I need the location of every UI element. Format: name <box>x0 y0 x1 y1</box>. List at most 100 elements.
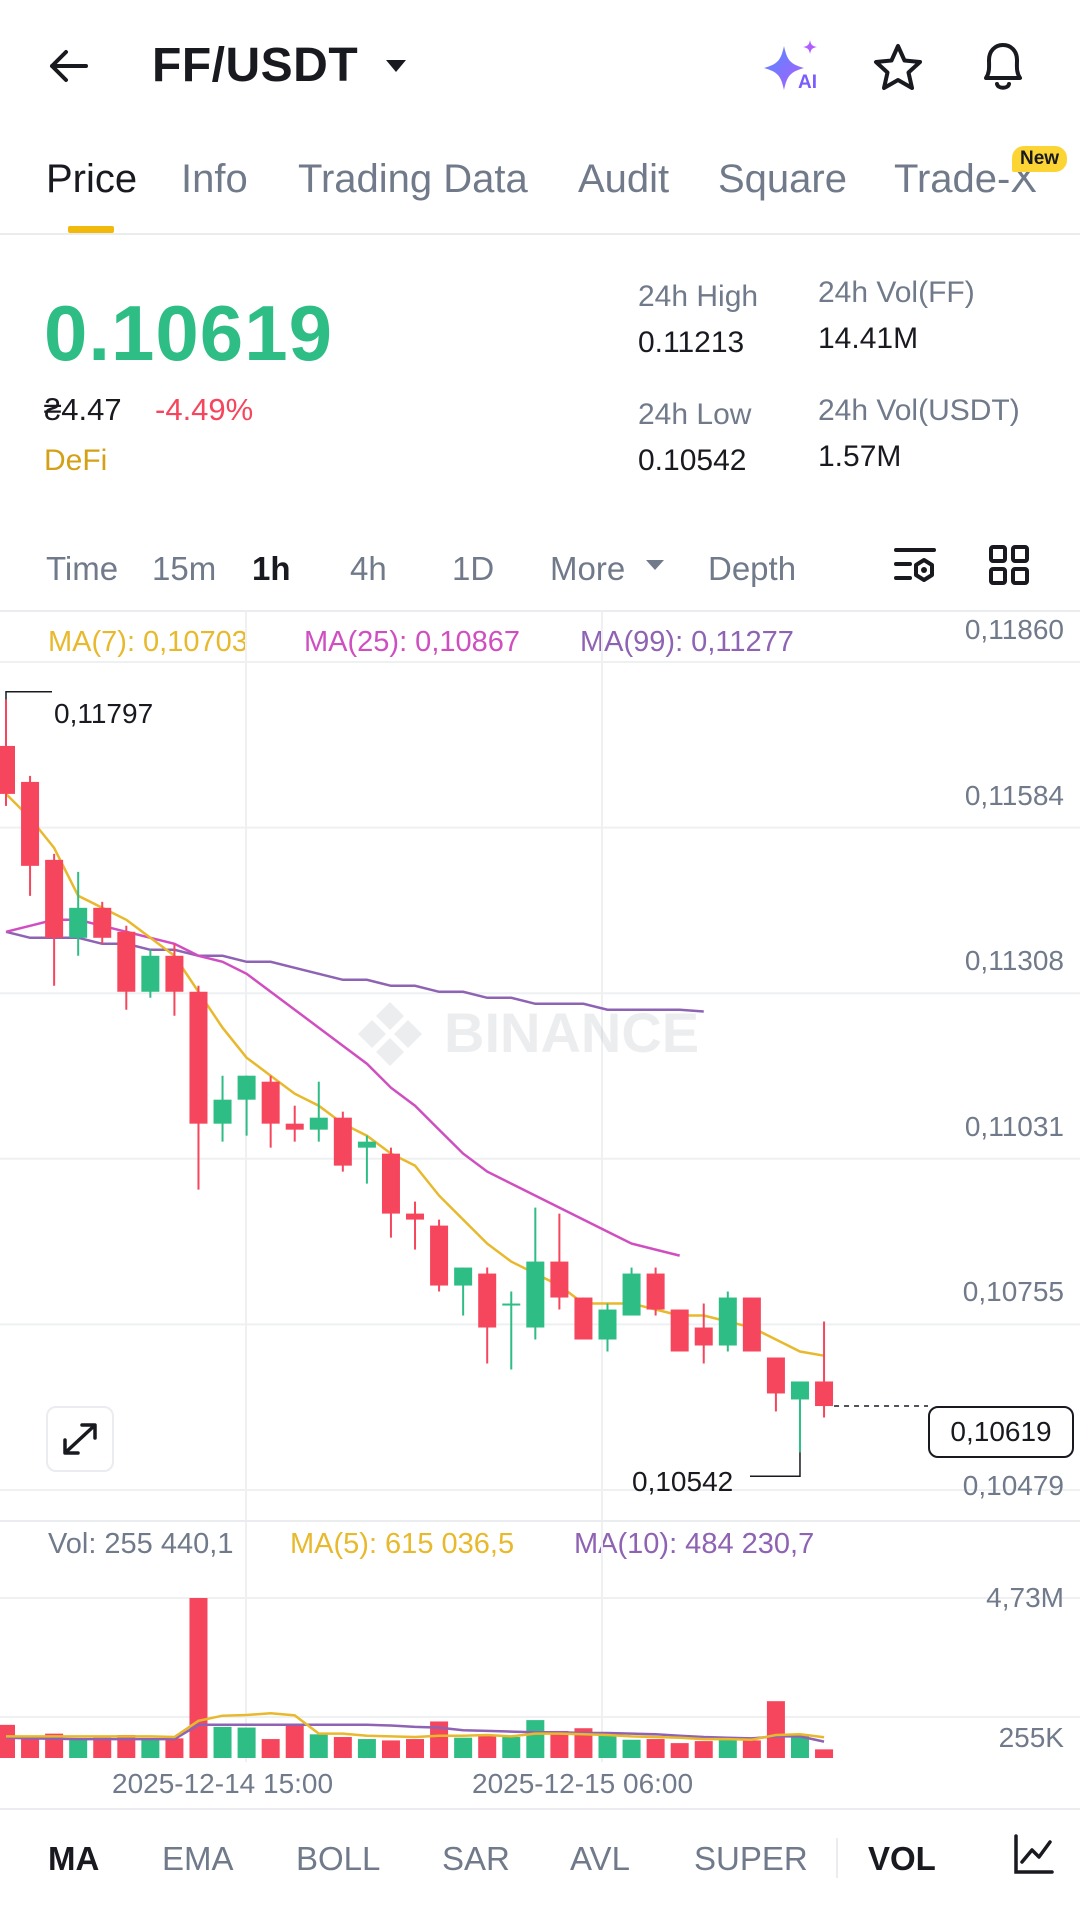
timeframe-time[interactable]: Time <box>46 550 119 587</box>
indicator-ma[interactable]: MA <box>48 1840 100 1877</box>
candle <box>357 1135 376 1184</box>
price-axis-label: 0,11860 <box>964 614 1064 645</box>
candlestick-chart[interactable]: BINANCE <box>0 612 1080 1520</box>
grid-icon <box>989 545 1029 585</box>
volume-bar <box>261 1739 280 1758</box>
candle <box>237 1075 256 1136</box>
time-axis-label-1: 2025-12-14 15:00 <box>112 1768 334 1799</box>
price-axis-label: 0,11308 <box>964 945 1064 977</box>
volume-bar <box>550 1730 569 1758</box>
candle <box>622 1267 641 1316</box>
candle-body <box>165 955 184 992</box>
back-button[interactable] <box>46 44 90 88</box>
indicator-sar[interactable]: SAR <box>442 1840 510 1877</box>
volume-bar <box>598 1732 617 1758</box>
active-tab-indicator <box>68 226 114 233</box>
bell-icon <box>984 43 1022 90</box>
candle-body <box>213 1099 232 1124</box>
tab-audit[interactable]: Audit <box>578 157 670 201</box>
volume-ma10-legend: MA(10): 484 230,7 <box>574 1528 815 1560</box>
line-chart-icon <box>1014 1834 1054 1874</box>
indicator-super[interactable]: SUPER <box>694 1840 808 1877</box>
price-axis-label: 0,11584 <box>964 779 1064 811</box>
candle-body <box>646 1273 665 1310</box>
tab-square[interactable]: Square <box>718 157 847 201</box>
price-axis-label: 0,10479 <box>962 1470 1064 1501</box>
alert-bell-button[interactable] <box>976 38 1030 99</box>
volume-bar <box>766 1701 785 1758</box>
volume-bar <box>790 1734 809 1758</box>
indicator-vol[interactable]: VOL <box>868 1840 936 1877</box>
favorite-star-button[interactable] <box>872 42 924 99</box>
timeframe-4h[interactable]: 4h <box>350 550 387 587</box>
vol-base-label: 24h Vol(FF) <box>818 276 975 309</box>
candle <box>550 1213 569 1310</box>
indicator-avl[interactable]: AVL <box>570 1840 630 1877</box>
indicator-boll[interactable]: BOLL <box>296 1840 381 1877</box>
ma25-line <box>5 918 680 1257</box>
candle <box>406 1201 425 1250</box>
vol-base-value: 14.41M <box>818 322 919 355</box>
volume-bar <box>93 1737 112 1758</box>
pair-title[interactable]: FF/USDT <box>152 39 359 92</box>
timeframe-1h[interactable]: 1h <box>252 550 291 587</box>
new-badge: New <box>1012 146 1068 172</box>
candle-body <box>478 1273 497 1328</box>
fiat-price: ₴4.47 <box>44 392 122 427</box>
high-marker-line <box>5 691 52 700</box>
volume-bar <box>117 1734 136 1758</box>
candle <box>117 925 136 1010</box>
candle-body <box>742 1297 761 1352</box>
candle <box>694 1303 713 1364</box>
timeframe-more[interactable]: More <box>550 550 626 587</box>
candle-body <box>406 1213 425 1220</box>
depth-tab[interactable]: Depth <box>708 550 797 587</box>
tab-price[interactable]: Price <box>46 157 138 201</box>
candle-body <box>69 907 88 938</box>
candle-body <box>718 1297 737 1346</box>
candle <box>815 1321 834 1418</box>
candle-body <box>670 1309 689 1352</box>
pair-dropdown-icon[interactable] <box>384 58 408 79</box>
candle-body <box>93 907 112 938</box>
volume-bar <box>502 1737 521 1758</box>
volume-axis-max: 4,73M <box>986 1582 1064 1613</box>
fullscreen-button[interactable] <box>46 1406 114 1472</box>
high-value: 0.11213 <box>638 326 745 359</box>
candle-body <box>574 1297 593 1340</box>
candle-body <box>0 745 15 794</box>
vol-quote-value: 1.57M <box>818 440 902 473</box>
volume-bar <box>478 1734 497 1758</box>
tab-info[interactable]: Info <box>181 157 248 201</box>
tab-trading-data[interactable]: Trading Data <box>298 157 528 201</box>
candle-body <box>550 1261 569 1298</box>
timeframe-1d[interactable]: 1D <box>452 550 495 587</box>
candle-body <box>598 1309 617 1340</box>
timeframe-15m[interactable]: 15m <box>152 550 217 587</box>
category-tag[interactable]: DeFi <box>44 444 108 477</box>
candle <box>454 1267 473 1316</box>
volume-bar <box>742 1740 761 1758</box>
volume-bar <box>141 1739 160 1758</box>
candle <box>69 871 88 956</box>
last-price: 0.10619 <box>44 289 333 377</box>
indicator-settings-button[interactable] <box>1012 1832 1056 1881</box>
volume-bar <box>333 1737 352 1758</box>
chart-settings-button[interactable] <box>892 544 938 593</box>
indicator-ema[interactable]: EMA <box>162 1840 234 1877</box>
more-dropdown-icon[interactable] <box>644 558 666 572</box>
price-axis-label: 0,10755 <box>962 1276 1064 1308</box>
volume-bar <box>815 1749 834 1758</box>
volume-bar <box>454 1737 473 1758</box>
ma7-legend: MA(7): 0,10703 <box>48 626 248 658</box>
volume-bar <box>165 1738 184 1758</box>
layout-grid-button[interactable] <box>988 544 1030 591</box>
volume-ma5-legend: MA(5): 615 036,5 <box>290 1528 515 1560</box>
ai-assistant-button[interactable]: AI <box>760 36 830 100</box>
candle-body <box>261 1081 280 1124</box>
star-icon <box>874 44 922 90</box>
volume-legend: Vol: 255 440,1 <box>48 1528 234 1560</box>
volume-bar <box>430 1721 449 1758</box>
candle <box>21 775 40 896</box>
volume-divider <box>0 1520 1080 1522</box>
